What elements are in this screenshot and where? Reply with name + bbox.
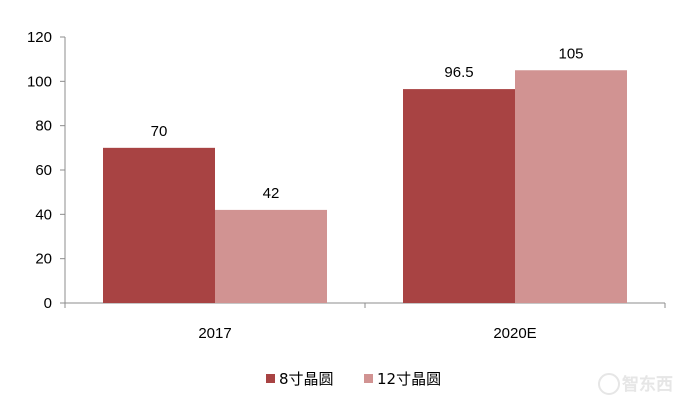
- legend-swatch: [364, 374, 373, 383]
- y-tick-label: 80: [35, 118, 52, 135]
- watermark-logo-icon: [598, 373, 620, 395]
- y-tick-label: 20: [35, 251, 52, 268]
- y-tick-label: 100: [27, 73, 52, 90]
- x-tick-label: 2020E: [493, 325, 536, 342]
- legend-label: 8寸晶圆: [279, 370, 334, 388]
- bar: [103, 147, 215, 303]
- data-label: 42: [263, 185, 280, 202]
- legend-swatch: [266, 374, 275, 383]
- data-labels: 70 96.5 42 105: [151, 45, 584, 202]
- watermark: 智东西: [598, 373, 673, 395]
- bar: [515, 70, 627, 303]
- y-tick-label: 0: [44, 295, 52, 312]
- y-tick-label: 120: [27, 29, 52, 46]
- y-tick-label: 40: [35, 206, 52, 223]
- x-tick-label: 2017: [198, 325, 231, 342]
- y-tick-label: 60: [35, 162, 52, 179]
- watermark-text: 智东西: [622, 374, 673, 395]
- data-label: 96.5: [444, 64, 473, 81]
- data-label: 70: [151, 123, 168, 140]
- bars: [103, 70, 627, 303]
- bar: [215, 209, 327, 303]
- data-label: 105: [558, 45, 583, 62]
- legend-label: 12寸晶圆: [377, 370, 441, 388]
- bar: [403, 89, 515, 303]
- axes: 0 20 40 60 80 100 120 2017 2020E: [27, 29, 666, 342]
- legend: 8寸晶圆 12寸晶圆: [266, 370, 441, 388]
